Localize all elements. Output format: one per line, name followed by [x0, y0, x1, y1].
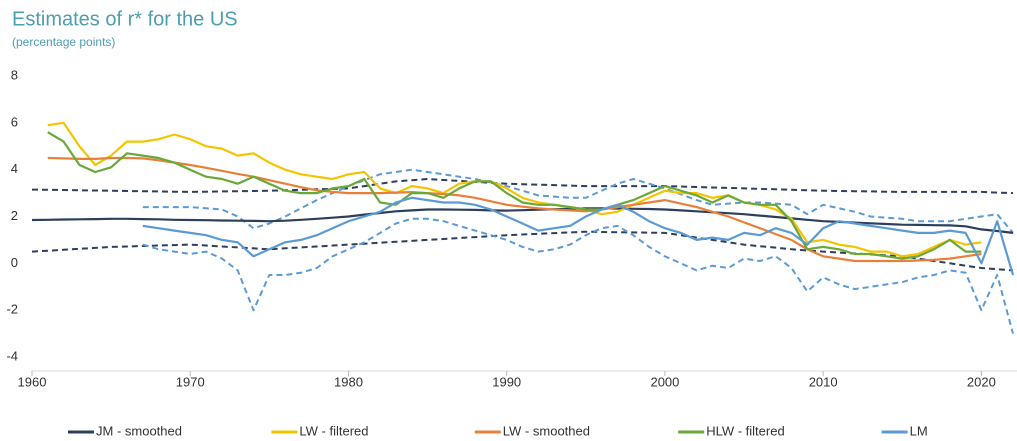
legend-label: HLW - filtered: [706, 423, 785, 438]
y-tick-label: 0: [11, 255, 18, 270]
y-tick-label: -4: [6, 348, 18, 363]
series-line: [47, 156, 982, 263]
x-tick-label: 2010: [809, 374, 838, 389]
x-tick-label: 2020: [967, 374, 996, 389]
series-line: [47, 131, 982, 260]
series-line: [31, 207, 1014, 234]
x-tick-label: 1990: [492, 374, 521, 389]
legend-label: LW - filtered: [299, 423, 368, 438]
x-tick-label: 1960: [18, 374, 47, 389]
band-line: [31, 178, 1014, 195]
y-tick-label: -2: [6, 302, 18, 317]
legend-label: LW - smoothed: [503, 423, 590, 438]
x-tick-label: 1970: [176, 374, 205, 389]
x-tick-label: 2000: [650, 374, 679, 389]
plot-area: [31, 121, 1015, 334]
band-line: [31, 230, 1014, 272]
x-tick-label: 1980: [334, 374, 363, 389]
y-tick-label: 6: [11, 114, 18, 129]
y-tick-label: 2: [11, 208, 18, 223]
legend-label: LM: [910, 423, 928, 438]
series-line: [47, 121, 982, 258]
chart-subtitle: (percentage points): [12, 35, 115, 49]
chart-title: Estimates of r* for the US: [12, 8, 238, 30]
y-tick-label: 8: [11, 67, 18, 82]
band-line: [142, 168, 1014, 234]
legend-label: JM - smoothed: [96, 423, 182, 438]
y-tick-label: 4: [11, 161, 18, 176]
series-line: [142, 196, 1015, 276]
band-line: [142, 217, 1014, 334]
